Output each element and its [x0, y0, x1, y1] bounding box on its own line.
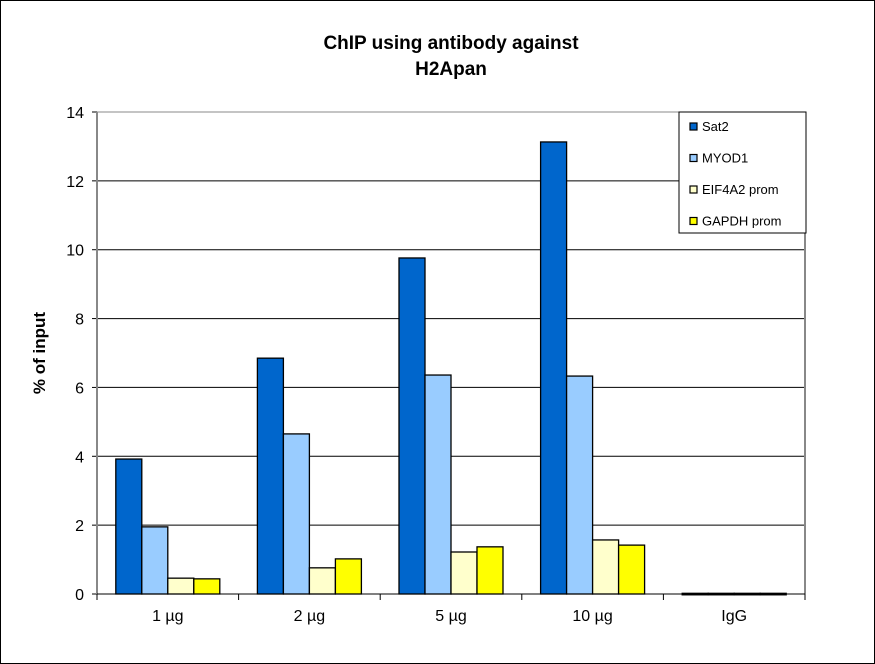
x-tick-label: 5 µg: [435, 608, 466, 625]
bar-gapdh-prom: [617, 544, 646, 595]
y-tick-label: 4: [75, 449, 84, 466]
legend-box: [678, 111, 807, 234]
x-tick-label: 2 µg: [294, 608, 325, 625]
bar-eif4a2-prom: [167, 577, 195, 595]
bar-gapdh-prom: [334, 558, 363, 595]
bar-gapdh-prom: [193, 578, 221, 595]
bar-eif4a2-prom: [450, 551, 478, 595]
y-tick-label: 12: [66, 174, 84, 191]
bar-sat2: [398, 257, 426, 595]
bar-eif4a2-prom: [591, 539, 620, 595]
legend-swatch: [689, 185, 698, 194]
x-tick-label: 10 µg: [572, 608, 612, 625]
legend-label: EIF4A2 prom: [702, 182, 779, 197]
chart-title-line-1: ChIP using antibody against: [323, 33, 579, 54]
legend-swatch: [689, 122, 698, 131]
y-axis-label: % of input: [30, 312, 49, 394]
chart-title-line-2: H2Apan: [415, 59, 487, 80]
legend-swatch: [689, 216, 698, 226]
y-tick-label: 14: [66, 105, 84, 122]
bar-myod1: [424, 374, 452, 595]
bar-myod1: [282, 433, 311, 595]
bar-eif4a2-prom: [308, 567, 337, 595]
legend-label: GAPDH prom: [702, 214, 781, 229]
bar-sat2: [539, 141, 568, 595]
y-tick-label: 6: [75, 380, 84, 397]
y-tick-label: 0: [75, 587, 84, 604]
legend-label: MYOD1: [702, 151, 748, 166]
y-tick-label: 2: [75, 518, 84, 535]
legend-label: Sat2: [702, 119, 729, 134]
bar-sat2: [115, 458, 143, 595]
bar-myod1: [565, 375, 594, 595]
legend-swatch: [689, 153, 698, 163]
bar-sat2: [256, 357, 285, 595]
bar-myod1: [141, 526, 169, 595]
y-tick-label: 8: [75, 312, 84, 329]
x-tick-label: IgG: [721, 608, 747, 625]
y-tick-label: 10: [66, 243, 84, 260]
x-tick-label: 1 µg: [152, 608, 183, 625]
bar-gapdh-prom: [476, 546, 504, 595]
